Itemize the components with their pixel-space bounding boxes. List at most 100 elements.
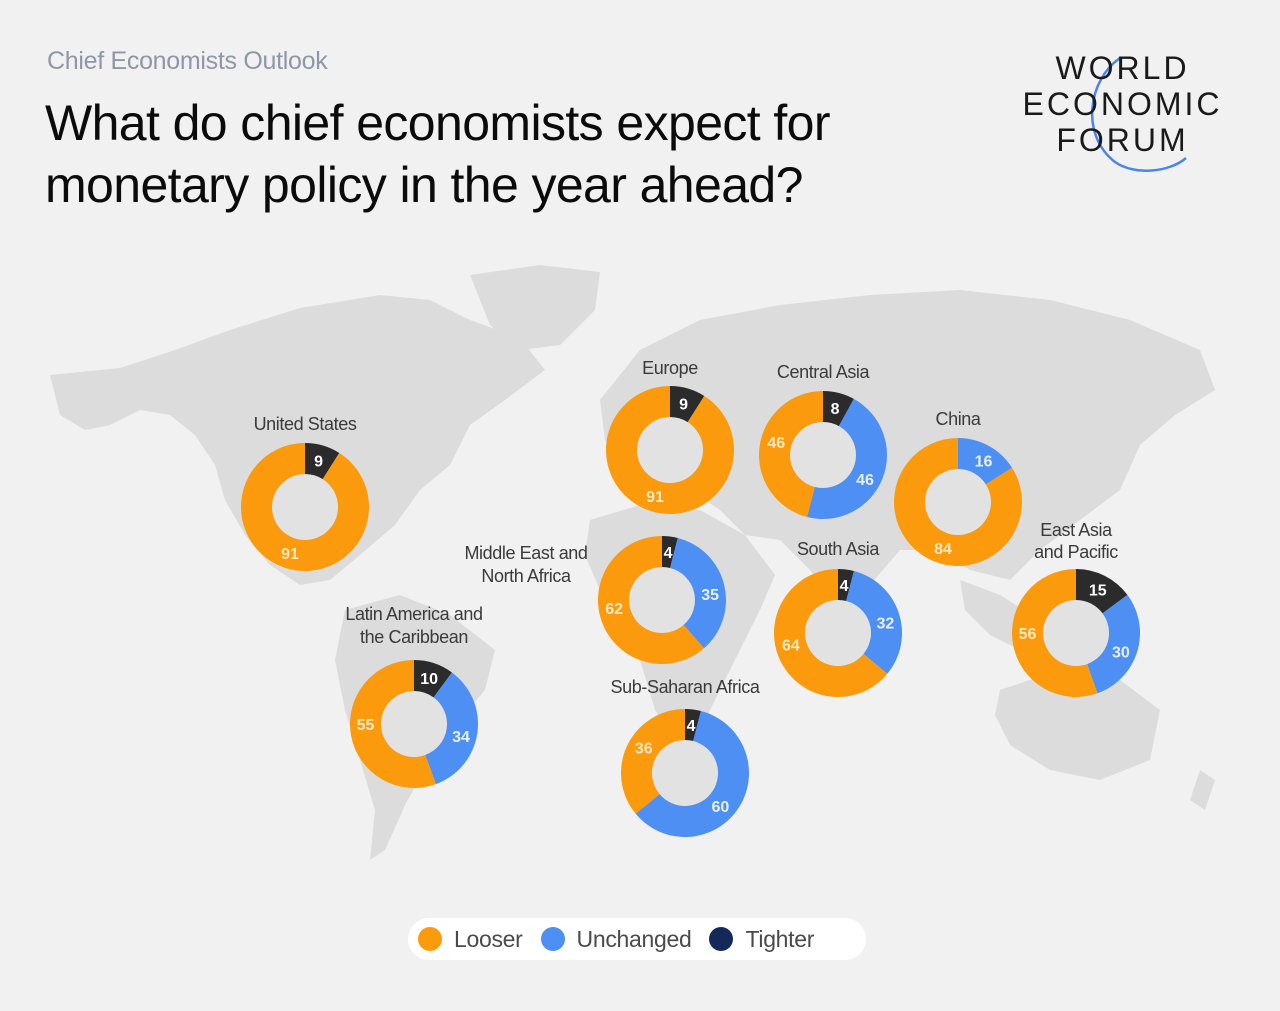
- logo-text: WORLD ECONOMIC FORUM: [1010, 50, 1235, 158]
- region-label: China: [935, 409, 981, 429]
- segment-unchanged: [425, 672, 478, 785]
- segment-tighter: [823, 391, 854, 427]
- segment-label-looser: 36: [635, 741, 653, 758]
- segment-tighter: [838, 569, 854, 602]
- legend-label-looser: Looser: [454, 925, 523, 952]
- segment-tighter: [670, 386, 705, 423]
- land-australia: [995, 670, 1160, 780]
- segment-label-unchanged: 16: [975, 454, 993, 471]
- region-label: Latin America and: [345, 604, 482, 624]
- segment-label-tighter: 4: [840, 578, 849, 595]
- land-greenland: [470, 265, 600, 350]
- segment-label-unchanged: 46: [856, 472, 874, 489]
- segment-looser: [759, 391, 823, 517]
- segment-unchanged: [958, 438, 1013, 485]
- donut-hole: [272, 474, 338, 540]
- donut-united-states: United States 9 91: [241, 414, 369, 571]
- region-label: Middle East and: [464, 543, 587, 563]
- segment-unchanged: [670, 537, 726, 649]
- segment-unchanged: [807, 398, 887, 519]
- donut-sub-saharan-africa: Sub-Saharan Africa 4 60 36: [611, 677, 761, 838]
- donut-china: China 16 84: [894, 409, 1022, 566]
- region-label: and Pacific: [1034, 542, 1118, 562]
- segment-looser: [241, 443, 369, 571]
- title-line-2: monetary policy in the year ahead?: [45, 157, 803, 213]
- legend-label-unchanged: Unchanged: [576, 925, 692, 952]
- segment-label-tighter: 4: [664, 545, 673, 562]
- land-new-zealand: [1190, 770, 1215, 810]
- segment-tighter: [685, 709, 701, 742]
- legend-swatch-unchanged: [540, 927, 565, 951]
- donut-hole: [629, 567, 695, 633]
- segment-looser: [894, 438, 1022, 566]
- legend-item-looser: Looser: [418, 926, 523, 953]
- title-line-1: What do chief economists expect for: [45, 95, 831, 151]
- segment-label-looser: 55: [357, 717, 375, 734]
- region-label: South Asia: [797, 539, 880, 559]
- donut-hole: [1043, 600, 1109, 666]
- segment-looser: [774, 569, 888, 697]
- segment-tighter: [305, 443, 340, 480]
- segment-looser: [349, 660, 436, 789]
- region-label: East Asia: [1040, 520, 1113, 540]
- segment-label-unchanged: 32: [876, 616, 894, 633]
- segment-label-unchanged: 34: [452, 729, 470, 746]
- legend: Looser Unchanged Tighter: [408, 918, 866, 960]
- region-label: United States: [254, 414, 357, 434]
- segment-label-looser: 91: [646, 489, 664, 506]
- segment-label-looser: 56: [1019, 626, 1037, 643]
- region-label: Central Asia: [777, 362, 871, 382]
- segment-looser: [1012, 569, 1098, 697]
- segment-label-looser: 91: [281, 546, 299, 563]
- region-label: Sub-Saharan Africa: [611, 677, 761, 697]
- segment-label-tighter: 10: [420, 671, 438, 688]
- donut-europe: Europe 9 91: [606, 358, 735, 514]
- segment-unchanged: [635, 711, 749, 838]
- logo-arc: [1091, 56, 1187, 172]
- logo-line-3: FORUM: [1056, 122, 1189, 158]
- donut-hole: [652, 740, 718, 806]
- donut-central-asia: Central Asia 8 46 46: [759, 362, 887, 519]
- segment-label-tighter: 8: [831, 401, 840, 418]
- legend-item-tighter: Tighter: [709, 926, 814, 953]
- segment-unchanged: [1087, 594, 1140, 694]
- page-title: What do chief economists expect for mone…: [45, 92, 1005, 216]
- segment-label-tighter: 4: [687, 718, 696, 735]
- segment-looser: [621, 709, 685, 814]
- segment-tighter: [662, 536, 678, 569]
- segment-label-unchanged: 35: [701, 587, 719, 604]
- donut-hole: [637, 417, 703, 483]
- donut-latin-america-and-the-caribbean: Latin America and the Caribbean 10 34 55: [345, 604, 483, 789]
- donut-hole: [805, 600, 871, 666]
- segment-label-unchanged: 30: [1112, 644, 1130, 661]
- region-label: Europe: [642, 358, 698, 378]
- segment-label-tighter: 9: [314, 453, 323, 470]
- region-label: the Caribbean: [360, 627, 468, 647]
- segment-tighter: [1076, 569, 1128, 614]
- segment-label-tighter: 9: [679, 396, 688, 413]
- kicker: Chief Economists Outlook: [47, 47, 328, 75]
- segment-label-unchanged: 60: [711, 799, 729, 816]
- donut-middle-east-and-north-africa: Middle East and North Africa 4 35 62: [464, 536, 726, 664]
- logo-line-2: ECONOMIC: [1022, 86, 1223, 122]
- land-north-america: [50, 295, 545, 585]
- donut-hole: [925, 469, 991, 535]
- legend-item-unchanged: Unchanged: [540, 925, 692, 953]
- legend-swatch-looser: [418, 927, 442, 951]
- logo-line-1: WORLD: [1055, 50, 1190, 86]
- segment-looser: [598, 536, 704, 664]
- segment-tighter: [414, 660, 452, 698]
- land-eurasia: [600, 290, 1215, 610]
- segment-label-looser: 84: [934, 541, 952, 558]
- donut-hole: [381, 691, 447, 757]
- segment-label-looser: 64: [782, 637, 800, 654]
- region-label: North Africa: [481, 566, 572, 586]
- legend-swatch-tighter: [709, 927, 734, 951]
- segment-label-looser: 46: [767, 435, 785, 452]
- donut-hole: [790, 422, 856, 488]
- segment-looser: [606, 386, 735, 514]
- donut-south-asia: South Asia 4 32 64: [774, 539, 902, 697]
- wef-logo: WORLD ECONOMIC FORUM: [1010, 50, 1240, 180]
